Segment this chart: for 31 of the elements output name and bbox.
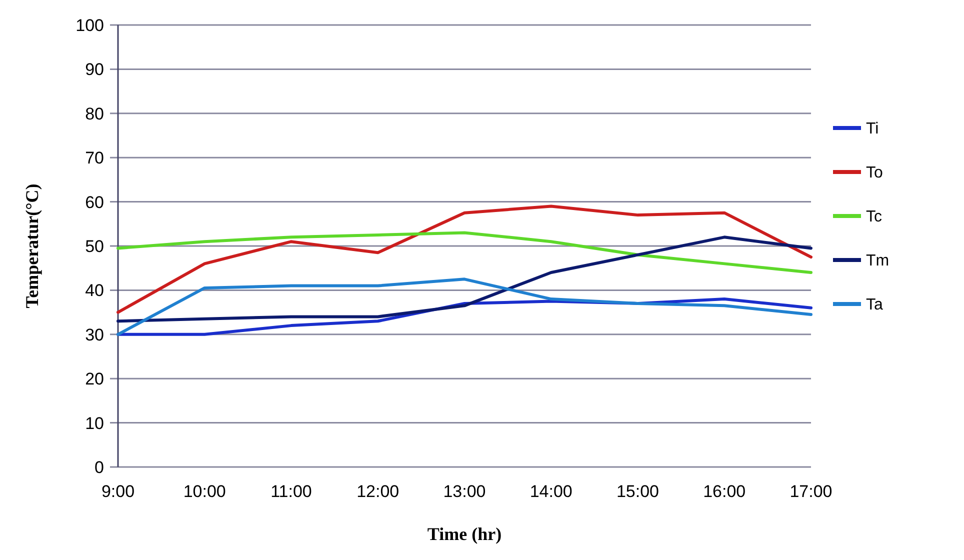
line-series	[116, 236, 812, 323]
y-tick-label: 70	[85, 148, 104, 168]
y-tick-label: 10	[85, 414, 104, 433]
legend-label: Tc	[866, 208, 882, 226]
y-tick-label: 80	[85, 104, 104, 124]
x-tick-label: 13:00	[443, 482, 486, 501]
x-tick-label: 11:00	[270, 482, 312, 501]
y-tick-label: 0	[94, 458, 104, 477]
y-tick-label: 40	[85, 281, 104, 300]
x-axis-title: Time (hr)	[427, 524, 502, 544]
x-tick-label: 12:00	[356, 482, 400, 501]
x-tick-label: 10:00	[183, 482, 226, 501]
line-series	[116, 278, 812, 336]
x-tick-label: 15:00	[616, 482, 660, 501]
y-tick-label: 90	[85, 60, 104, 80]
legend-label: Ta	[866, 296, 883, 314]
x-tick-label: 9:00	[101, 482, 135, 501]
x-tick-label: 17:00	[790, 482, 832, 501]
line-series	[116, 204, 812, 314]
y-tick-label: 50	[85, 236, 104, 256]
legend-label: Ti	[866, 120, 879, 138]
legend-label: To	[866, 164, 883, 182]
x-tick-label: 14:00	[530, 482, 572, 501]
y-axis-title: Temperatur(°C)	[22, 184, 42, 308]
y-tick-label: 60	[85, 192, 104, 212]
y-tick-label: 100	[76, 16, 104, 35]
y-tick-label: 30	[85, 325, 104, 344]
legend-label: Tm	[866, 252, 890, 270]
x-tick-label: 16:00	[703, 482, 746, 501]
line-series	[116, 231, 812, 274]
y-tick-label: 20	[85, 370, 104, 389]
